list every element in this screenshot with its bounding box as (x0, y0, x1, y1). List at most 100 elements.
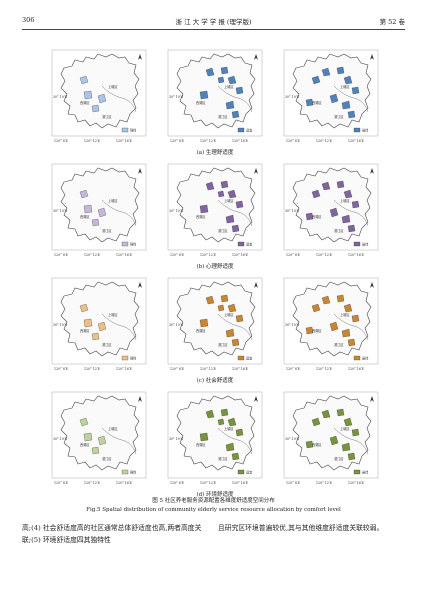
lon-label: 120° 8′E (170, 139, 184, 143)
area-label-b: 西湖区 (80, 100, 90, 105)
north-arrow-icon (138, 396, 142, 402)
area-patch (347, 224, 356, 233)
area-label-c: 滨江区 (334, 456, 344, 461)
area-label-a: 上城区 (224, 198, 234, 203)
map-panel: 上城区 西湖区 滨江区 30° 10′N 120° 8′E 120° 12′E 120° 1… (50, 48, 148, 146)
area-label-a: 上城区 (340, 84, 350, 89)
area-patch (321, 409, 331, 419)
legend-swatch (237, 355, 245, 361)
north-arrow-icon (370, 396, 374, 402)
area-patch (205, 409, 215, 419)
area-patch (220, 66, 229, 75)
legend-swatch (121, 355, 129, 361)
body-text-right: 且研究区环境普遍较优,其与其他维度舒适度关联较弱。 (218, 524, 384, 532)
lon-label: 120° 16′E (116, 139, 132, 143)
legend-label: 适宜 (246, 470, 252, 475)
legend-label: 弹性 (130, 128, 137, 133)
lon-label: 120° 16′E (348, 481, 364, 485)
area-patch (343, 189, 353, 199)
legend-swatch (353, 355, 361, 361)
area-patch (227, 417, 237, 427)
area-patch (305, 326, 314, 335)
area-patch (91, 218, 100, 227)
area-patch (341, 214, 351, 224)
area-patch (351, 86, 360, 95)
area-patch (83, 432, 93, 442)
area-patch (227, 75, 237, 85)
running-header: 306 浙 江 大 学 学 报 (理学版) 第 52 卷 (22, 14, 405, 28)
area-patch (205, 295, 215, 305)
area-patch (343, 417, 353, 427)
area-label-a: 上城区 (340, 198, 350, 203)
lon-label: 120° 8′E (286, 253, 300, 257)
area-patch (311, 75, 321, 85)
area-patch (305, 440, 314, 449)
area-label-b: 西湖区 (80, 214, 90, 219)
north-arrow-icon (254, 168, 258, 174)
area-patch (225, 442, 235, 452)
legend-swatch (121, 469, 129, 475)
area-label-a: 上城区 (224, 84, 234, 89)
legend-label: 弹性 (130, 242, 137, 247)
area-patch (321, 181, 331, 191)
area-label-a: 上城区 (108, 84, 118, 89)
area-patch (79, 75, 89, 85)
area-patch (97, 207, 107, 218)
north-arrow-icon (138, 168, 142, 174)
north-arrow-icon (254, 282, 258, 288)
lat-label: 30° 10′N (285, 95, 299, 99)
legend-swatch (121, 241, 129, 247)
area-label-a: 上城区 (224, 312, 234, 317)
lon-label: 120° 16′E (116, 367, 132, 371)
figure-row: 上城区 西湖区 滨江区 30° 10′N 120° 8′E 120° 12′E 120° 1… (50, 276, 380, 390)
north-arrow-icon (370, 282, 374, 288)
lon-label: 120° 12′E (200, 253, 216, 257)
area-patch (220, 294, 229, 303)
lon-label: 120° 12′E (84, 367, 100, 371)
lon-label: 120° 16′E (348, 367, 364, 371)
legend-swatch (353, 241, 361, 247)
area-label-c: 滨江区 (334, 228, 344, 233)
figure-row: 上城区 西湖区 滨江区 30° 10′N 120° 8′E 120° 12′E 120° 1… (50, 390, 380, 504)
area-patch (217, 304, 225, 312)
legend-label: 适宜 (246, 128, 252, 133)
area-label-b: 西湖区 (312, 442, 322, 447)
area-patch (311, 417, 321, 427)
legend-label: 最佳 (362, 356, 369, 361)
area-patch (217, 418, 225, 426)
row-caption: (d) 环境舒适度 (196, 492, 234, 498)
lon-label: 120° 8′E (54, 139, 68, 143)
area-patch (231, 452, 240, 461)
body-text-left: 高;(4) 社会舒适度高的社区通常总体舒适度也高,两者高度关联;(5) 环境舒适… (22, 524, 202, 544)
legend-label: 最佳 (362, 242, 369, 247)
area-label-a: 上城区 (108, 312, 118, 317)
lon-label: 120° 16′E (116, 481, 132, 485)
legend-swatch (237, 127, 245, 133)
area-patch (231, 110, 240, 119)
legend-swatch (353, 127, 361, 133)
area-patch (83, 90, 93, 100)
area-patch (351, 428, 360, 437)
lon-label: 120° 8′E (286, 481, 300, 485)
lat-label: 30° 10′N (285, 209, 299, 213)
lon-label: 120° 8′E (286, 367, 300, 371)
area-patch (205, 67, 215, 77)
area-patch (199, 432, 209, 442)
lon-label: 120° 8′E (54, 253, 68, 257)
north-arrow-icon (370, 168, 374, 174)
lon-label: 120° 16′E (232, 253, 248, 257)
lat-label: 30° 10′N (169, 95, 183, 99)
lon-label: 120° 8′E (170, 367, 184, 371)
lat-label: 30° 10′N (53, 209, 67, 213)
figure-row: 上城区 西湖区 滨江区 30° 10′N 120° 8′E 120° 12′E 120° 1… (50, 48, 380, 162)
area-patch (305, 212, 314, 221)
north-arrow-icon (254, 396, 258, 402)
lon-label: 120° 8′E (170, 253, 184, 257)
